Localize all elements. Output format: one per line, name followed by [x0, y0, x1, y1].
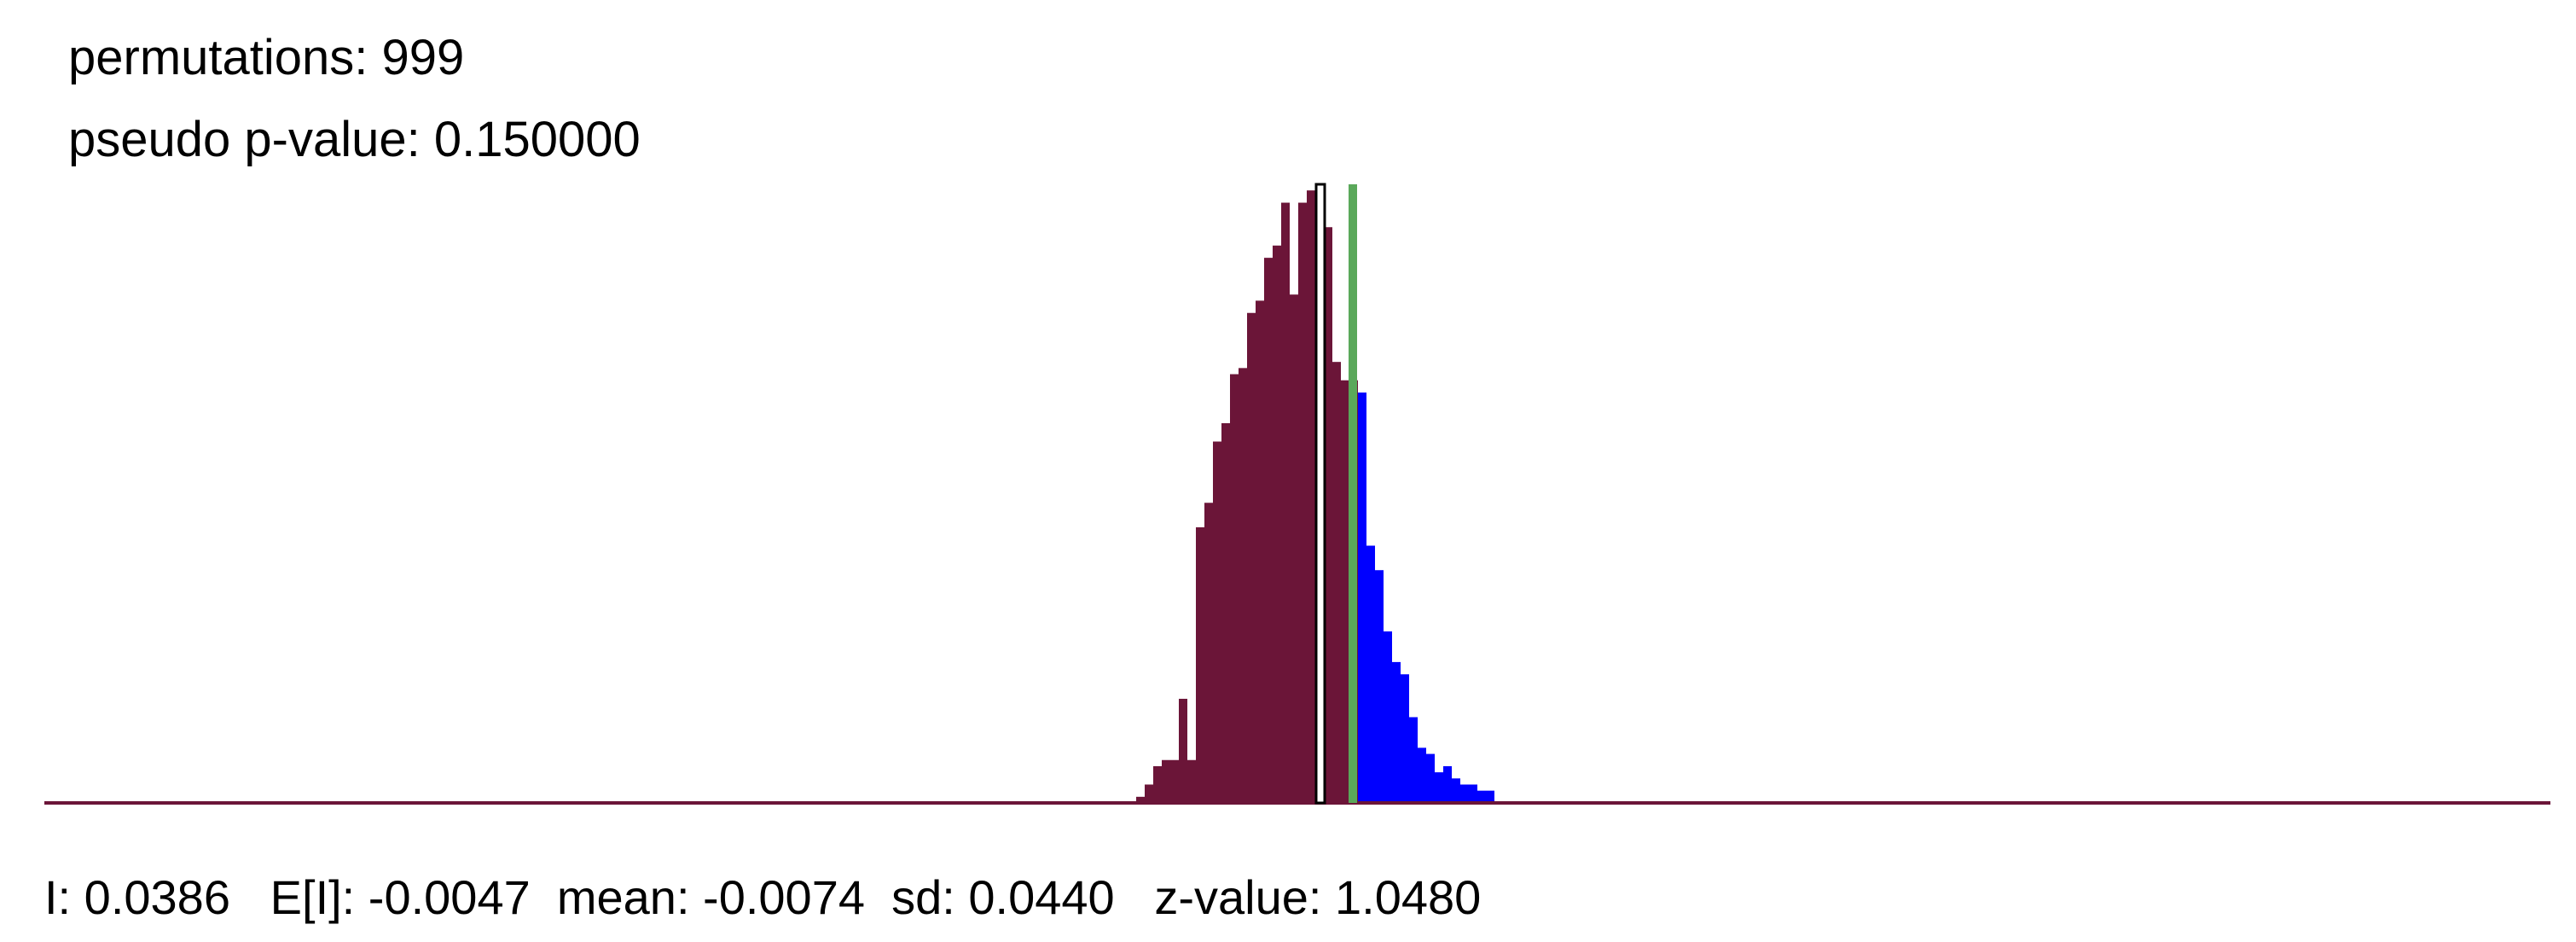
histogram-bar — [1443, 765, 1452, 803]
histogram-bar — [1384, 631, 1392, 803]
histogram-bar — [1239, 368, 1247, 803]
histogram-bar — [1332, 362, 1341, 803]
histogram-bar — [1452, 778, 1460, 803]
histogram-bar — [1341, 380, 1349, 803]
permutations-label: permutations: 999 — [68, 30, 465, 85]
histogram-bar — [1486, 790, 1494, 803]
histogram-bar — [1213, 441, 1221, 803]
histogram-bar — [1290, 294, 1298, 804]
histogram-bar — [1392, 661, 1401, 803]
histogram-bar — [1136, 796, 1145, 803]
histogram-bar — [1469, 784, 1477, 803]
histogram-bar — [1324, 227, 1332, 803]
histogram-bar — [1477, 790, 1486, 803]
expected-i-value: E[I]: -0.0047 — [270, 870, 531, 924]
pseudo-p-value-label: pseudo p-value: 0.150000 — [68, 112, 641, 167]
histogram-bar — [1281, 202, 1290, 803]
mean-value: mean: -0.0074 — [556, 870, 865, 924]
histogram-bar — [1418, 747, 1426, 803]
histogram-bar — [1401, 674, 1409, 803]
histogram-bar — [1409, 717, 1418, 803]
histogram-bar — [1221, 422, 1230, 803]
histogram-bar — [1256, 300, 1264, 804]
histogram-bar — [1460, 784, 1469, 803]
statistics-bar: I: 0.0386 E[I]: -0.0047 mean: -0.0074 sd… — [44, 864, 1481, 932]
histogram-bar — [1366, 545, 1375, 803]
expected-value-bar — [1314, 183, 1326, 805]
histogram-bar — [1196, 526, 1204, 803]
histogram-bar — [1145, 784, 1153, 803]
histogram-bar — [1204, 503, 1213, 803]
histogram-bar — [1358, 392, 1366, 803]
histogram-bar — [1247, 312, 1256, 804]
moran-i-value: I: 0.0386 — [44, 870, 230, 924]
histogram-bar — [1426, 753, 1435, 803]
histogram-bar — [1187, 759, 1196, 803]
histogram-bar — [1307, 190, 1315, 803]
histogram-bar — [1153, 765, 1162, 803]
z-value: z-value: 1.0480 — [1154, 870, 1482, 924]
histogram-bar — [1170, 759, 1179, 803]
histogram-bar — [1298, 202, 1307, 803]
histogram-bar — [1230, 374, 1239, 803]
chart-header: permutations: 999 pseudo p-value: 0.1500… — [68, 17, 641, 181]
histogram-bar — [1162, 759, 1170, 803]
histogram-bar — [1179, 698, 1187, 803]
histogram-bar — [1435, 772, 1443, 803]
histogram-bar — [1273, 245, 1281, 803]
histogram-bar — [1375, 570, 1384, 803]
histogram-bar — [1264, 258, 1273, 803]
sd-value: sd: 0.0440 — [891, 870, 1115, 924]
